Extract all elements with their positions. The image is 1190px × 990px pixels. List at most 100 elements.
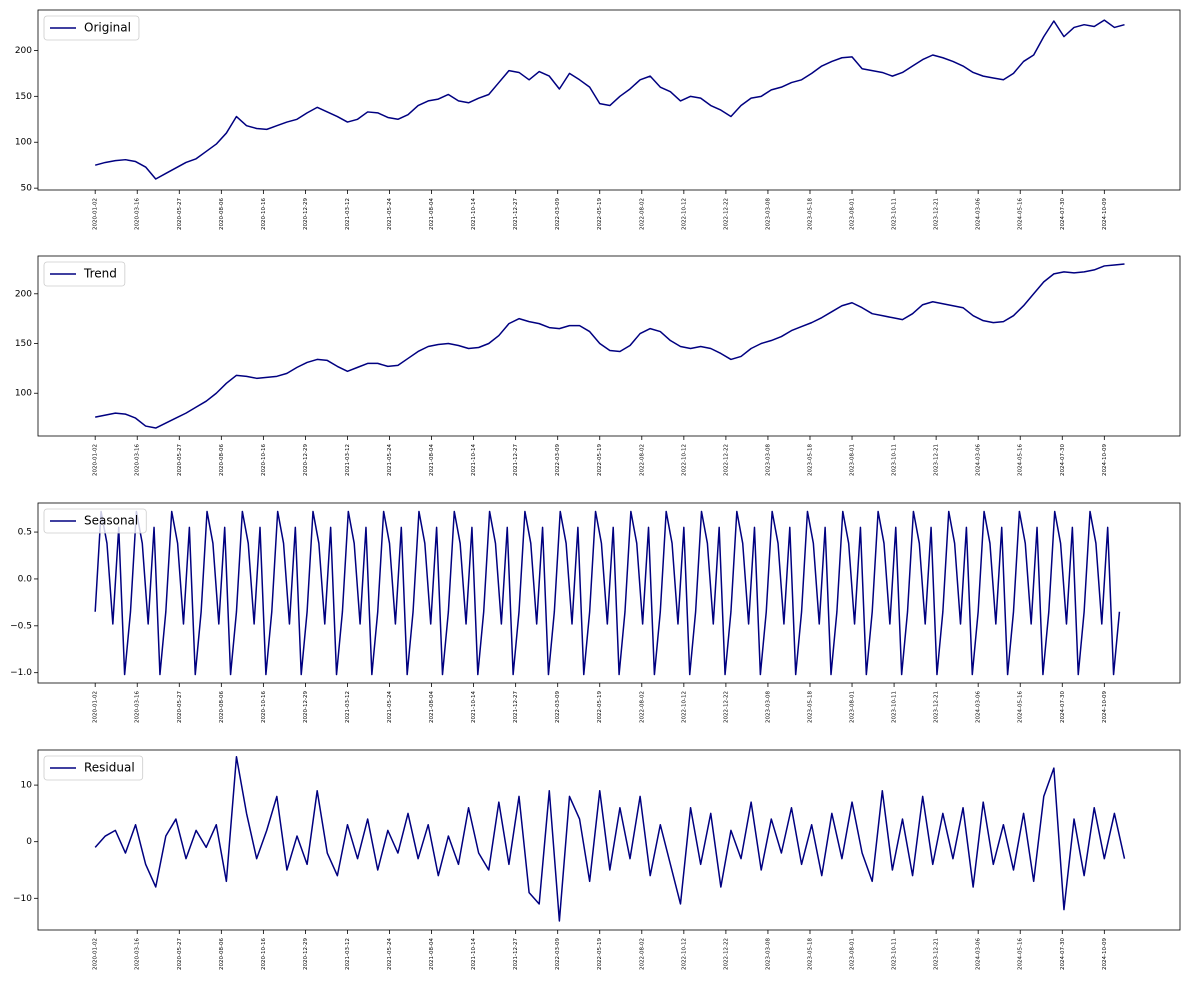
- x-tick-label: 2024-03-06: [976, 444, 982, 476]
- x-tick-label: 2020-05-27: [177, 198, 183, 230]
- x-tick-label: 2022-10-12: [681, 938, 687, 970]
- x-tick-label: 2021-05-24: [387, 938, 393, 970]
- x-tick-label: 2020-03-16: [135, 691, 141, 723]
- x-tick-label: 2020-08-06: [219, 444, 225, 476]
- x-tick-label: 2022-05-19: [597, 444, 603, 476]
- x-tick-label: 2020-10-16: [261, 198, 267, 230]
- x-tick-label: 2023-03-08: [765, 691, 771, 723]
- x-tick-label: 2024-07-30: [1060, 198, 1066, 230]
- x-tick-label: 2021-03-12: [345, 198, 351, 230]
- x-tick-label: 2020-03-16: [135, 938, 141, 970]
- x-tick-label: 2021-12-27: [513, 198, 519, 230]
- x-tick-label: 2020-08-06: [219, 198, 225, 230]
- axes-frame: [37, 502, 1181, 684]
- x-tick-label: 2023-03-08: [765, 938, 771, 970]
- x-tick-label: 2023-12-21: [934, 198, 940, 230]
- series-line: [94, 756, 1126, 922]
- y-tick-label: 0.5: [18, 528, 32, 538]
- axes-frame: [37, 255, 1181, 437]
- x-tick-label: 2022-03-09: [555, 444, 561, 476]
- x-tick-label: 2020-03-16: [135, 198, 141, 230]
- subplot: 50 100 150 200 2020-01-02 2020-03-16 2020-05-2…: [15, 9, 1181, 230]
- subplot: −1.0 −0.5 0.0 0.5 2020-01-02 2020-03-16 2020-0…: [10, 502, 1181, 723]
- x-tick-label: 2023-12-21: [934, 444, 940, 476]
- x-tick-label: 2023-10-11: [892, 198, 898, 230]
- x-tick-label: 2021-10-14: [471, 198, 477, 230]
- y-tick-label: 150: [15, 339, 32, 349]
- x-tick-label: 2023-10-11: [892, 938, 898, 970]
- x-tick-label: 2021-08-04: [429, 444, 435, 476]
- series-line: [94, 510, 1121, 676]
- legend-box: [43, 755, 144, 781]
- x-tick-label: 2022-12-22: [723, 691, 729, 723]
- x-tick-label: 2022-03-09: [555, 691, 561, 723]
- legend-label: Residual: [84, 761, 135, 775]
- x-tick-label: 2023-10-11: [892, 691, 898, 723]
- y-tick-label: −1.0: [10, 668, 32, 678]
- y-tick-label: 10: [21, 781, 33, 791]
- x-tick-label: 2021-12-27: [513, 691, 519, 723]
- x-tick-label: 2021-05-24: [387, 198, 393, 230]
- x-tick-label: 2024-03-06: [976, 938, 982, 970]
- x-tick-label: 2024-07-30: [1060, 691, 1066, 723]
- legend-box: [43, 15, 140, 41]
- axes-frame: [37, 749, 1181, 931]
- x-tick-label: 2024-05-16: [1018, 938, 1024, 970]
- x-tick-label: 2022-03-09: [555, 198, 561, 230]
- x-tick-label: 2022-08-02: [639, 938, 645, 970]
- legend: Residual: [43, 755, 144, 781]
- x-tick-label: 2022-10-12: [681, 691, 687, 723]
- y-tick-label: 150: [15, 92, 32, 102]
- x-tick-label: 2020-10-16: [261, 444, 267, 476]
- x-tick-label: 2022-12-22: [723, 198, 729, 230]
- x-tick-label: 2021-03-12: [345, 444, 351, 476]
- legend: Trend: [43, 261, 126, 287]
- x-tick-label: 2021-03-12: [345, 691, 351, 723]
- subplot: −10 0 10 2020-01-02 2020-03-16 2020-05-27 2020…: [13, 749, 1181, 970]
- x-tick-label: 2021-10-14: [471, 691, 477, 723]
- x-tick-label: 2021-03-12: [345, 938, 351, 970]
- x-tick-label: 2023-12-21: [934, 691, 940, 723]
- x-tick-label: 2020-10-16: [261, 691, 267, 723]
- x-tick-label: 2020-03-16: [135, 444, 141, 476]
- x-tick-label: 2022-10-12: [681, 444, 687, 476]
- x-tick-label: 2024-10-09: [1102, 938, 1108, 970]
- x-tick-label: 2021-08-04: [429, 691, 435, 723]
- y-tick-label: −0.5: [10, 621, 32, 631]
- x-tick-label: 2023-08-01: [850, 198, 856, 230]
- x-tick-label: 2023-08-01: [850, 938, 856, 970]
- x-tick-label: 2021-05-24: [387, 691, 393, 723]
- x-tick-label: 2023-03-08: [765, 198, 771, 230]
- y-tick-label: −10: [13, 894, 32, 904]
- x-tick-label: 2022-05-19: [597, 691, 603, 723]
- legend: Original: [43, 15, 140, 41]
- plot-area: [95, 263, 1125, 429]
- x-tick-label: 2023-05-18: [807, 938, 813, 970]
- x-tick-label: 2020-12-29: [303, 198, 309, 230]
- x-tick-label: 2021-10-14: [471, 444, 477, 476]
- y-tick-label: 50: [21, 184, 33, 194]
- x-tick-label: 2022-08-02: [639, 444, 645, 476]
- legend-label: Original: [84, 21, 131, 35]
- x-tick-label: 2021-12-27: [513, 444, 519, 476]
- x-tick-label: 2022-08-02: [639, 691, 645, 723]
- x-tick-label: 2024-03-06: [976, 198, 982, 230]
- x-tick-label: 2024-05-16: [1018, 444, 1024, 476]
- x-tick-label: 2023-08-01: [850, 691, 856, 723]
- x-tick-label: 2021-08-04: [429, 938, 435, 970]
- x-tick-label: 2024-10-09: [1102, 444, 1108, 476]
- x-tick-label: 2020-12-29: [303, 691, 309, 723]
- x-tick-label: 2023-03-08: [765, 444, 771, 476]
- x-tick-label: 2024-10-09: [1102, 198, 1108, 230]
- y-tick-label: 0: [26, 837, 32, 847]
- x-tick-label: 2020-12-29: [303, 444, 309, 476]
- x-tick-label: 2020-05-27: [177, 938, 183, 970]
- series-line: [94, 19, 1125, 180]
- legend: Seasonal: [43, 508, 147, 534]
- x-tick-label: 2024-10-09: [1102, 691, 1108, 723]
- x-tick-label: 2020-01-02: [93, 198, 99, 230]
- x-tick-label: 2024-05-16: [1018, 691, 1024, 723]
- x-tick-label: 2021-05-24: [387, 444, 393, 476]
- x-tick-label: 2020-01-02: [93, 691, 99, 723]
